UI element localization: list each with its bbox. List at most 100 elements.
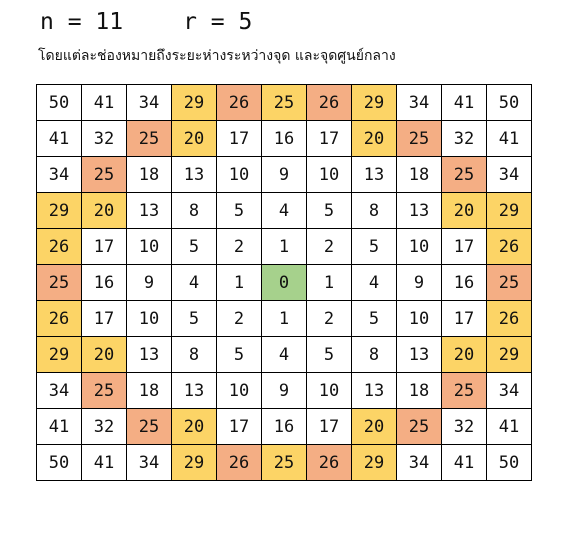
grid-cell: 41 xyxy=(441,84,487,121)
grid-cell: 20 xyxy=(81,336,127,373)
grid-cell: 41 xyxy=(486,408,532,445)
grid-cell: 29 xyxy=(171,84,217,121)
grid-cell: 4 xyxy=(261,192,307,229)
grid-cell: 34 xyxy=(126,444,172,481)
grid-cell: 17 xyxy=(441,228,487,265)
grid-cell: 32 xyxy=(81,120,127,157)
r-parameter: r = 5 xyxy=(183,9,253,35)
grid-cell: 25 xyxy=(126,120,172,157)
grid-cell: 5 xyxy=(351,228,397,265)
grid-cell: 16 xyxy=(441,264,487,301)
grid-cell: 20 xyxy=(81,192,127,229)
grid-cell: 17 xyxy=(306,408,352,445)
grid-cell: 5 xyxy=(351,300,397,337)
grid-cell: 4 xyxy=(261,336,307,373)
grid-cell: 5 xyxy=(171,300,217,337)
grid-cell: 50 xyxy=(486,84,532,121)
grid-cell: 5 xyxy=(306,192,352,229)
grid-cell: 20 xyxy=(351,120,397,157)
grid-cell: 41 xyxy=(36,120,82,157)
grid-body: 50 41 34 29 26 25 26 29 34 41 50 41 32 25 20 17 16 17 20 25… xyxy=(36,84,532,481)
grid-cell: 32 xyxy=(441,408,487,445)
grid-cell: 32 xyxy=(81,408,127,445)
grid-cell: 34 xyxy=(396,444,442,481)
grid-cell: 10 xyxy=(306,372,352,409)
grid-cell: 25 xyxy=(441,372,487,409)
grid-cell: 26 xyxy=(486,228,532,265)
grid-cell: 26 xyxy=(486,300,532,337)
grid-cell: 25 xyxy=(441,156,487,193)
grid-cell: 29 xyxy=(171,444,217,481)
grid-cell: 26 xyxy=(306,84,352,121)
grid-cell: 20 xyxy=(441,336,487,373)
grid-cell: 8 xyxy=(171,192,217,229)
grid-cell: 0 xyxy=(261,264,307,301)
grid-cell: 10 xyxy=(216,156,262,193)
grid-cell: 10 xyxy=(126,300,172,337)
grid-cell: 4 xyxy=(351,264,397,301)
distance-grid: 50 41 34 29 26 25 26 29 34 41 50 41 32 25 20 17 16 17 20 25… xyxy=(36,84,532,481)
grid-cell: 4 xyxy=(171,264,217,301)
grid-cell: 2 xyxy=(306,300,352,337)
grid-cell: 32 xyxy=(441,120,487,157)
grid-cell: 29 xyxy=(351,84,397,121)
grid-cell: 13 xyxy=(171,156,217,193)
grid-cell: 5 xyxy=(306,336,352,373)
grid-cell: 34 xyxy=(36,372,82,409)
grid-cell: 13 xyxy=(396,336,442,373)
grid-row: 29 20 13 8 5 4 5 8 13 20 29 xyxy=(36,336,532,373)
grid-cell: 13 xyxy=(126,336,172,373)
grid-cell: 10 xyxy=(126,228,172,265)
grid-cell: 13 xyxy=(126,192,172,229)
grid-cell: 26 xyxy=(36,300,82,337)
grid-cell: 10 xyxy=(216,372,262,409)
grid-cell: 17 xyxy=(441,300,487,337)
grid-cell: 10 xyxy=(396,228,442,265)
grid-cell: 10 xyxy=(306,156,352,193)
grid-cell: 29 xyxy=(36,336,82,373)
grid-cell: 2 xyxy=(216,228,262,265)
grid-cell: 9 xyxy=(261,372,307,409)
grid-cell: 20 xyxy=(441,192,487,229)
grid-cell: 16 xyxy=(261,120,307,157)
grid-cell: 18 xyxy=(396,156,442,193)
grid-cell: 25 xyxy=(36,264,82,301)
grid-row: 34 25 18 13 10 9 10 13 18 25 34 xyxy=(36,156,532,193)
grid-cell: 29 xyxy=(351,444,397,481)
grid-cell: 50 xyxy=(36,84,82,121)
grid-cell: 8 xyxy=(351,336,397,373)
grid-cell: 2 xyxy=(306,228,352,265)
grid-cell: 41 xyxy=(441,444,487,481)
grid-cell: 25 xyxy=(486,264,532,301)
grid-cell: 29 xyxy=(36,192,82,229)
grid-cell: 9 xyxy=(261,156,307,193)
grid-cell: 34 xyxy=(36,156,82,193)
grid-cell: 13 xyxy=(396,192,442,229)
grid-cell: 2 xyxy=(216,300,262,337)
grid-caption: โดยแต่ละช่องหมายถึงระยะห่างระหว่างจุด แล… xyxy=(38,48,396,64)
n-parameter: n = 11 xyxy=(40,9,124,35)
grid-cell: 5 xyxy=(216,336,262,373)
grid-cell: 16 xyxy=(261,408,307,445)
grid-cell: 25 xyxy=(126,408,172,445)
grid-row: 50 41 34 29 26 25 26 29 34 41 50 xyxy=(36,84,532,121)
grid-cell: 25 xyxy=(261,444,307,481)
grid-cell: 1 xyxy=(216,264,262,301)
grid-cell: 16 xyxy=(81,264,127,301)
grid-cell: 18 xyxy=(126,372,172,409)
grid-cell: 25 xyxy=(81,156,127,193)
grid-cell: 29 xyxy=(486,192,532,229)
grid-cell: 25 xyxy=(81,372,127,409)
grid-cell: 26 xyxy=(216,84,262,121)
grid-cell: 8 xyxy=(351,192,397,229)
grid-cell: 26 xyxy=(306,444,352,481)
grid-cell: 29 xyxy=(486,336,532,373)
grid-cell: 34 xyxy=(396,84,442,121)
grid-cell: 20 xyxy=(171,408,217,445)
grid-cell: 1 xyxy=(306,264,352,301)
grid-cell: 41 xyxy=(81,84,127,121)
grid-row: 26 17 10 5 2 1 2 5 10 17 26 xyxy=(36,228,532,265)
grid-cell: 1 xyxy=(261,300,307,337)
grid-cell: 5 xyxy=(216,192,262,229)
grid-cell: 18 xyxy=(126,156,172,193)
